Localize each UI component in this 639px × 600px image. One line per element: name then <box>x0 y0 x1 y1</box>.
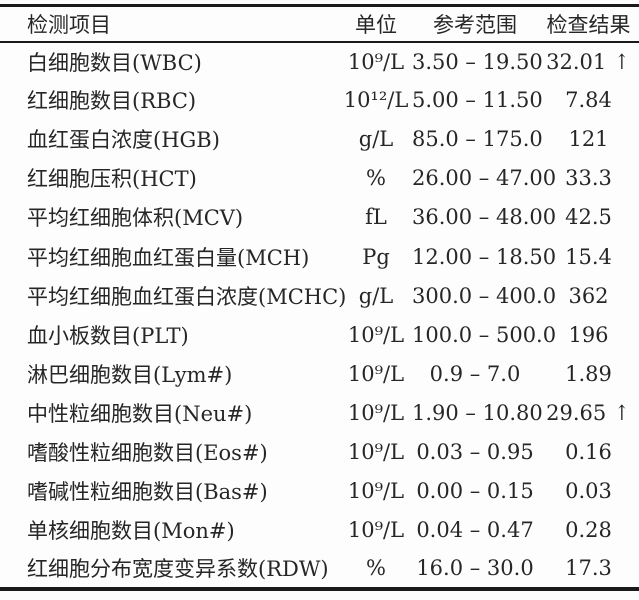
reference-range: 5.00 – 11.50 <box>412 88 543 113</box>
reference-range: 1.90 – 10.80 <box>412 400 543 425</box>
test-result: 42.5 <box>538 198 639 237</box>
table-row: 淋巴细胞数目(Lym#) 10⁹/L 0.9 – 7.0 1.89 <box>0 354 639 393</box>
table-row: 红细胞压积(HCT) % 26.00 – 47.00 33.3 <box>0 159 639 198</box>
test-item-name: 淋巴细胞数目(Lym#) <box>27 362 233 387</box>
result-value: 196 <box>568 322 609 347</box>
test-unit: 10⁹/L <box>347 49 405 74</box>
result-value: 121 <box>568 127 609 152</box>
result-value: 17.3 <box>565 556 612 581</box>
test-item-name: 血红蛋白浓度(HGB) <box>27 128 220 153</box>
column-header-reference-range: 参考范围 <box>412 5 538 43</box>
table-row: 白细胞数目(WBC) 10⁹/L 3.50 – 19.50 32.01 ↑ <box>0 42 639 81</box>
result-value: 362 <box>568 283 609 308</box>
test-result: 121 <box>538 120 639 159</box>
result-value: 29.65 <box>546 400 607 425</box>
reference-range: 0.00 – 0.15 <box>416 479 534 504</box>
column-header-unit: 单位 <box>340 5 412 43</box>
table-row: 平均红细胞体积(MCV) fL 36.00 – 48.00 42.5 <box>0 198 639 237</box>
test-result: 32.01 ↑ <box>538 42 639 81</box>
table-header-row: 检测项目 单位 参考范围 检查结果 <box>0 5 639 43</box>
test-result: 0.16 <box>538 432 639 471</box>
test-item-name: 嗜酸性粒细胞数目(Eos#) <box>27 440 268 465</box>
reference-range: 3.50 – 19.50 <box>412 49 543 74</box>
reference-range: 26.00 – 47.00 <box>412 166 557 191</box>
test-unit: 10⁹/L <box>347 518 405 543</box>
reference-range: 300.0 – 400.0 <box>412 283 557 308</box>
test-result: 362 <box>538 276 639 315</box>
test-item-name: 红细胞数目(RBC) <box>27 89 197 114</box>
result-value: 1.89 <box>565 361 612 386</box>
result-value: 42.5 <box>565 205 612 230</box>
test-result: 33.3 <box>538 159 639 198</box>
table-row: 血红蛋白浓度(HGB) g/L 85.0 – 175.0 121 <box>0 120 639 159</box>
test-item-name: 中性粒细胞数目(Neu#) <box>27 401 253 426</box>
test-unit: 10⁹/L <box>347 400 405 425</box>
table-row: 单核细胞数目(Mon#) 10⁹/L 0.04 – 0.47 0.28 <box>0 511 639 550</box>
test-unit: % <box>366 166 386 191</box>
test-result: 0.28 <box>538 511 639 550</box>
test-result: 7.84 <box>538 81 639 120</box>
test-item-name: 平均红细胞血红蛋白量(MCH) <box>27 245 310 270</box>
reference-range: 16.0 – 30.0 <box>416 556 534 581</box>
test-result: 196 <box>538 315 639 354</box>
table-row: 红细胞数目(RBC) 10¹²/L 5.00 – 11.50 7.84 <box>0 81 639 120</box>
test-item-name: 白细胞数目(WBC) <box>27 50 202 75</box>
result-value: 15.4 <box>565 244 612 269</box>
result-value: 7.84 <box>565 88 612 113</box>
table-row: 嗜酸性粒细胞数目(Eos#) 10⁹/L 0.03 – 0.95 0.16 <box>0 432 639 471</box>
test-unit: g/L <box>358 127 394 152</box>
test-result: 29.65 ↑ <box>538 393 639 432</box>
test-unit: fL <box>365 205 387 230</box>
reference-range: 0.9 – 7.0 <box>429 361 521 386</box>
column-header-test-result: 检查结果 <box>538 5 639 43</box>
test-item-name: 平均红细胞体积(MCV) <box>27 206 244 231</box>
test-item-name: 红细胞压积(HCT) <box>27 167 197 192</box>
test-unit: 10⁹/L <box>347 439 405 464</box>
test-unit: 10⁹/L <box>347 361 405 386</box>
result-value: 0.03 <box>565 479 612 504</box>
reference-range: 100.0 – 500.0 <box>412 322 557 347</box>
reference-range: 85.0 – 175.0 <box>412 127 543 152</box>
table-row: 平均红细胞血红蛋白浓度(MCHC) g/L 300.0 – 400.0 362 <box>0 276 639 315</box>
test-unit: 10⁹/L <box>347 479 405 504</box>
reference-range: 0.03 – 0.95 <box>416 439 534 464</box>
result-value: 0.16 <box>565 439 612 464</box>
column-header-test-item: 检测项目 <box>0 5 340 43</box>
reference-range: 12.00 – 18.50 <box>412 244 557 269</box>
table-row: 血小板数目(PLT) 10⁹/L 100.0 – 500.0 196 <box>0 315 639 354</box>
result-value: 33.3 <box>565 166 612 191</box>
test-result: 1.89 <box>538 354 639 393</box>
test-item-name: 嗜碱性粒细胞数目(Bas#) <box>27 480 268 505</box>
table-body: 白细胞数目(WBC) 10⁹/L 3.50 – 19.50 32.01 ↑ 红细胞… <box>0 42 639 589</box>
high-value-arrow-icon: ↑ <box>614 400 630 425</box>
test-item-name: 平均红细胞血红蛋白浓度(MCHC) <box>27 284 347 309</box>
high-value-arrow-icon: ↑ <box>614 49 630 74</box>
test-unit: 10⁹/L <box>347 322 405 347</box>
result-value: 32.01 <box>546 49 607 74</box>
test-result: 0.03 <box>538 472 639 511</box>
table-row: 平均红细胞血红蛋白量(MCH) Pg 12.00 – 18.50 15.4 <box>0 237 639 276</box>
reference-range: 0.04 – 0.47 <box>416 518 534 543</box>
cbc-results-table: 检测项目 单位 参考范围 检查结果 白细胞数目(WBC) 10⁹/L 3.50 … <box>0 4 639 591</box>
test-item-name: 红细胞分布宽度变异系数(RDW) <box>27 557 329 582</box>
table-row: 嗜碱性粒细胞数目(Bas#) 10⁹/L 0.00 – 0.15 0.03 <box>0 472 639 511</box>
test-item-name: 血小板数目(PLT) <box>27 323 189 348</box>
test-result: 17.3 <box>538 550 639 589</box>
test-item-name: 单核细胞数目(Mon#) <box>27 519 235 544</box>
test-unit: 10¹²/L <box>343 88 409 113</box>
result-value: 0.28 <box>565 518 612 543</box>
table-row: 中性粒细胞数目(Neu#) 10⁹/L 1.90 – 10.80 29.65 ↑ <box>0 393 639 432</box>
test-unit: g/L <box>358 283 394 308</box>
test-result: 15.4 <box>538 237 639 276</box>
table-row: 红细胞分布宽度变异系数(RDW) % 16.0 – 30.0 17.3 <box>0 550 639 589</box>
reference-range: 36.00 – 48.00 <box>412 205 557 230</box>
test-unit: Pg <box>362 244 390 269</box>
test-unit: % <box>366 556 386 581</box>
